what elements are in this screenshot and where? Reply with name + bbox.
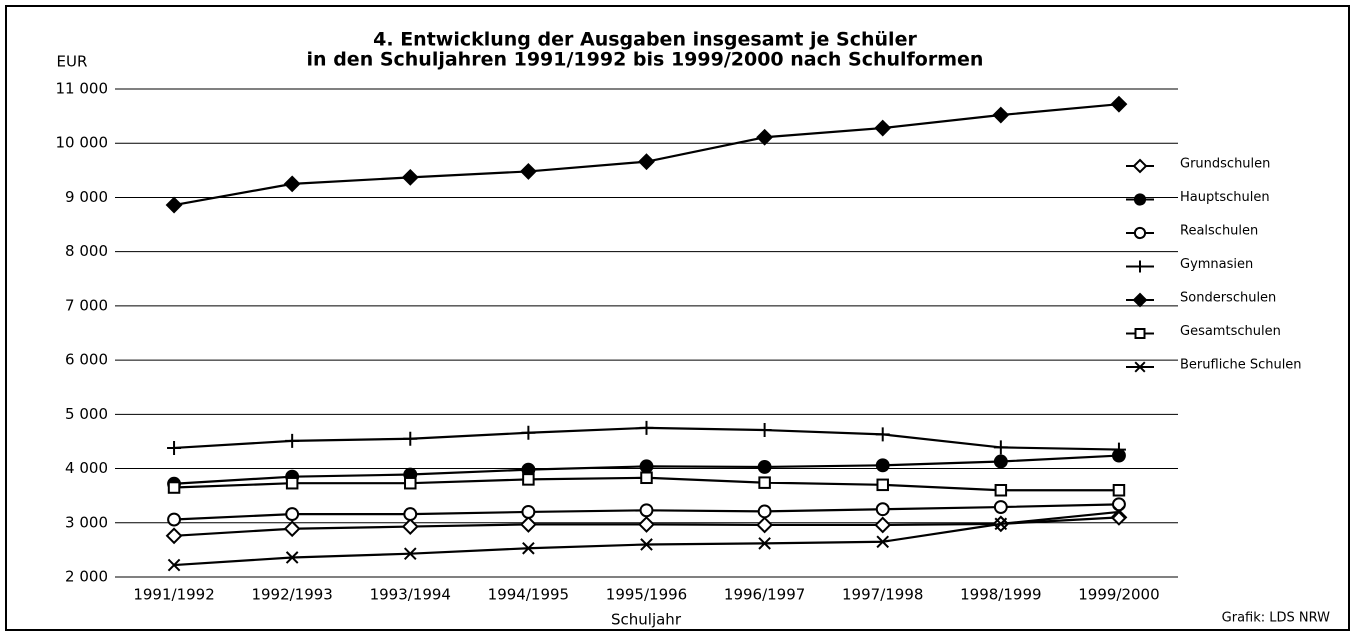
point (165, 196, 183, 214)
y-tick-label: 10 000 (56, 134, 109, 152)
point (994, 483, 1008, 497)
point (403, 547, 417, 560)
point (1112, 483, 1126, 497)
point (165, 527, 183, 545)
y-tick-label: 2 000 (65, 568, 108, 586)
y-tick-label: 9 000 (65, 188, 108, 206)
point (285, 476, 299, 490)
point (1134, 260, 1146, 273)
y-axis-label: EUR (57, 53, 88, 71)
x-tick-label: 1995/1996 (606, 586, 687, 604)
point (1111, 442, 1126, 457)
point (639, 420, 654, 435)
x-axis-label: Schuljahr (611, 611, 682, 629)
point (522, 541, 535, 555)
x-tick-label: 1992/1993 (251, 586, 332, 604)
point (285, 433, 300, 448)
y-tick-label: 4 000 (65, 459, 108, 477)
point (640, 471, 653, 485)
point (285, 551, 299, 564)
y-tick-label: 6 000 (65, 351, 108, 369)
point (757, 504, 772, 519)
point (993, 440, 1008, 455)
x-tick-label: 1997/1998 (842, 586, 923, 604)
point (403, 507, 418, 522)
x-tick-label: 1998/1999 (960, 586, 1041, 604)
point (640, 538, 653, 551)
legend-label: Gesamtschulen (1180, 324, 1281, 339)
legend-label: Sonderschulen (1180, 291, 1276, 306)
point (1112, 505, 1126, 519)
x-tick-label: 1994/1995 (488, 586, 569, 604)
point (758, 476, 771, 489)
point (874, 119, 892, 137)
point (521, 425, 536, 440)
point (875, 458, 890, 473)
point (1134, 361, 1146, 373)
point (638, 515, 655, 533)
point (404, 476, 417, 490)
point (1132, 292, 1148, 308)
point (283, 520, 301, 538)
point (639, 503, 654, 518)
legend-label: Grundschulen (1180, 157, 1270, 172)
point (522, 473, 535, 486)
x-tick-label: 1993/1994 (370, 586, 451, 604)
legend-label: Realschulen (1180, 224, 1258, 239)
y-tick-label: 7 000 (65, 296, 108, 314)
legend-label: Hauptschulen (1180, 190, 1270, 205)
point (167, 481, 181, 494)
point (1133, 193, 1147, 206)
point (1111, 497, 1126, 512)
point (639, 459, 654, 474)
point (401, 518, 419, 535)
point (875, 502, 890, 517)
point (167, 512, 182, 527)
source: Grafik: LDS NRW (1222, 611, 1330, 626)
point (638, 153, 655, 171)
legend-label: Berufliche Schulen (1180, 358, 1302, 373)
point (758, 537, 771, 550)
point (1110, 95, 1128, 113)
point (1134, 328, 1146, 339)
point (401, 168, 419, 186)
point (757, 459, 772, 474)
y-tick-label: 3 000 (65, 513, 108, 531)
point (285, 507, 300, 522)
point (874, 516, 892, 534)
point (875, 427, 890, 442)
point (994, 517, 1008, 531)
point (167, 558, 181, 572)
point (167, 440, 182, 455)
y-tick-label: 5 000 (65, 405, 108, 423)
frame (5, 5, 1350, 631)
point (519, 515, 537, 533)
point (876, 535, 890, 549)
y-tick-label: 8 000 (65, 242, 108, 260)
point (519, 163, 537, 180)
point (992, 106, 1010, 124)
point (403, 431, 418, 446)
point (1132, 158, 1148, 174)
point (1133, 226, 1147, 240)
point (993, 454, 1008, 469)
point (876, 478, 889, 492)
x-tick-label: 1991/1992 (133, 586, 214, 604)
point (1110, 508, 1128, 526)
x-tick-label: 1996/1997 (724, 586, 805, 604)
point (756, 516, 774, 534)
point (756, 128, 774, 146)
x-tick-label: 1999/2000 (1078, 586, 1159, 604)
chart-title: in den Schuljahren 1991/1992 bis 1999/20… (307, 49, 984, 71)
chart-title: 4. Entwicklung der Ausgaben insgesamt je… (373, 29, 917, 51)
y-tick-label: 11 000 (56, 80, 109, 98)
point (993, 500, 1008, 515)
point (283, 175, 301, 193)
point (521, 504, 536, 519)
legend-label: Gymnasien (1180, 257, 1253, 272)
point (757, 423, 772, 438)
